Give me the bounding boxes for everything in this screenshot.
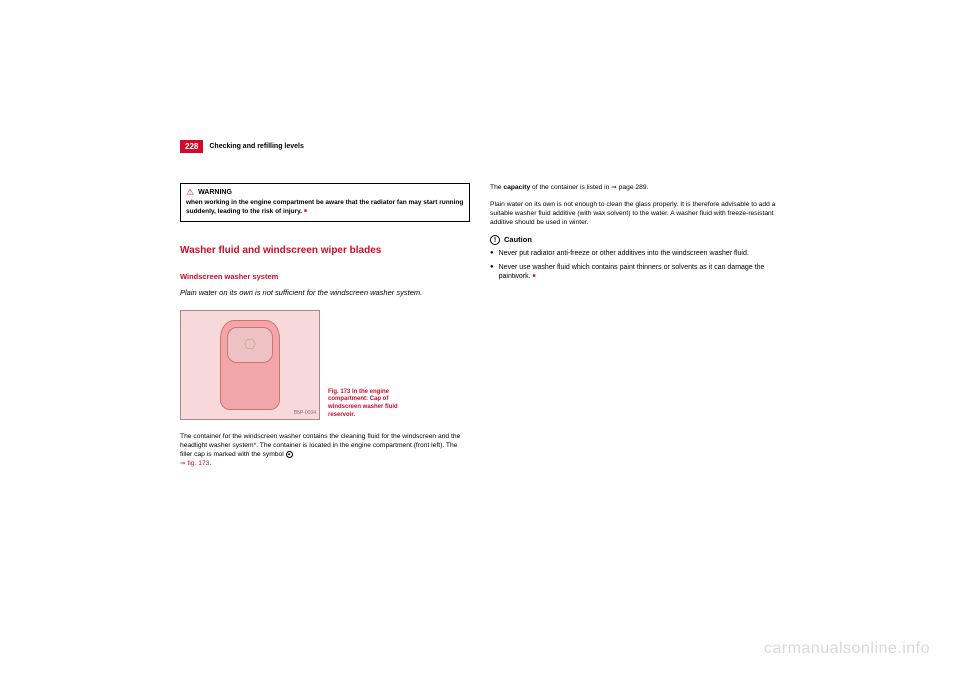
left-body-paragraph: The container for the windscreen washer …: [180, 432, 470, 468]
caution-header: ! Caution: [490, 235, 780, 245]
end-marker-icon: ■: [532, 273, 535, 279]
lead-text: Plain water on its own is not sufficient…: [180, 288, 470, 298]
watermark-text: carmanualsonline.info: [764, 640, 930, 658]
warning-text: when working in the engine compartment b…: [186, 199, 464, 217]
content-columns: ⚠ WARNING when working in the engine com…: [180, 183, 780, 476]
capacity-paragraph: The capacity of the container is listed …: [490, 183, 780, 192]
cap-text-bold: capacity: [503, 184, 530, 191]
period: .: [209, 460, 211, 467]
bullet-text: Never put radiator anti-freeze or other …: [499, 249, 749, 258]
figure-reference: ⇒ fig. 173: [180, 460, 209, 467]
end-marker-icon: ■: [304, 208, 307, 214]
figure-caption: Fig. 173 In the engine compartment: Cap …: [328, 389, 418, 420]
cap-top: ⎔: [227, 327, 273, 363]
chapter-title: Checking and refilling levels: [209, 143, 304, 150]
windscreen-washer-icon: ⎔: [244, 335, 256, 354]
figure-code: B5P-0034: [294, 410, 316, 417]
page-header: 228 Checking and refilling levels: [180, 140, 780, 153]
figure-image: ⎔ B5P-0034: [180, 310, 320, 420]
left-column: ⚠ WARNING when working in the engine com…: [180, 183, 470, 476]
cap-text-a: The: [490, 184, 503, 191]
page-number-badge: 228: [180, 140, 203, 153]
figure-row: ⎔ B5P-0034 Fig. 173 In the engine compar…: [180, 310, 470, 420]
bullet-2-text: Never use washer fluid which contains pa…: [499, 264, 765, 280]
left-body-text: The container for the windscreen washer …: [180, 433, 460, 458]
warning-box: ⚠ WARNING when working in the engine com…: [180, 183, 470, 222]
bullet-icon: ●: [490, 263, 494, 282]
caution-label: Caution: [504, 235, 532, 245]
subsection-heading: Windscreen washer system: [180, 272, 470, 282]
washer-symbol-icon: ✦: [286, 451, 293, 458]
manual-page: 228 Checking and refilling levels ⚠ WARN…: [180, 140, 780, 640]
bullet-icon: ●: [490, 249, 494, 258]
bullet-text: Never use washer fluid which contains pa…: [499, 263, 780, 282]
warning-triangle-icon: ⚠: [186, 188, 194, 197]
caution-bullet-1: ● Never put radiator anti-freeze or othe…: [490, 249, 780, 258]
caution-bullet-2: ● Never use washer fluid which contains …: [490, 263, 780, 282]
section-heading: Washer fluid and windscreen wiper blades: [180, 244, 470, 258]
caution-circle-icon: !: [490, 235, 500, 245]
advice-paragraph: Plain water on its own is not enough to …: [490, 200, 780, 227]
right-column: The capacity of the container is listed …: [490, 183, 780, 476]
warning-header: ⚠ WARNING: [186, 188, 464, 197]
reservoir-cap-shape: ⎔: [220, 320, 280, 410]
warning-label: WARNING: [198, 188, 232, 197]
cap-text-c: of the container is listed in ⇒ page 289…: [530, 184, 648, 191]
warning-body: when working in the engine compartment b…: [186, 199, 463, 215]
